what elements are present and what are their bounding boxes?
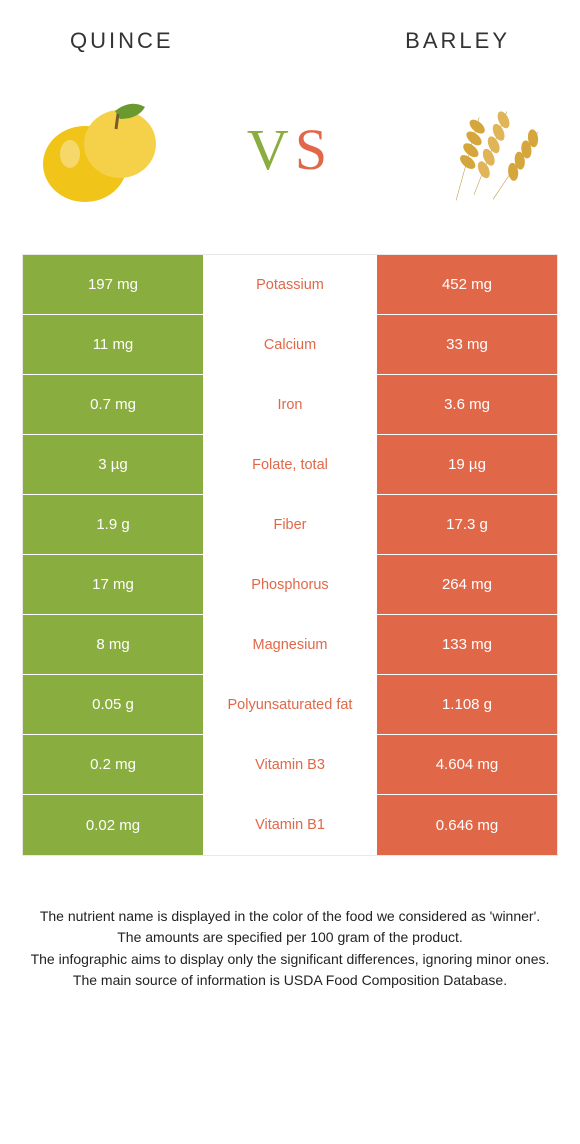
cell-right-value: 17.3 g: [377, 495, 557, 554]
cell-nutrient-name: Iron: [203, 375, 377, 434]
cell-nutrient-name: Fiber: [203, 495, 377, 554]
table-row: 0.05 gPolyunsaturated fat1.108 g: [23, 675, 557, 735]
cell-nutrient-name: Vitamin B3: [203, 735, 377, 794]
cell-nutrient-name: Magnesium: [203, 615, 377, 674]
table-row: 3 µgFolate, total19 µg: [23, 435, 557, 495]
cell-right-value: 264 mg: [377, 555, 557, 614]
cell-nutrient-name: Potassium: [203, 255, 377, 314]
cell-left-value: 0.02 mg: [23, 795, 203, 855]
table-row: 8 mgMagnesium133 mg: [23, 615, 557, 675]
cell-right-value: 452 mg: [377, 255, 557, 314]
table-row: 197 mgPotassium452 mg: [23, 255, 557, 315]
vs-v: V: [247, 117, 295, 182]
title-left: Quince: [70, 28, 174, 54]
cell-right-value: 19 µg: [377, 435, 557, 494]
cell-right-value: 133 mg: [377, 615, 557, 674]
title-right: Barley: [405, 28, 510, 54]
cell-nutrient-name: Polyunsaturated fat: [203, 675, 377, 734]
quince-icon: [20, 89, 180, 209]
header: Quince Barley: [0, 0, 580, 54]
cell-right-value: 0.646 mg: [377, 795, 557, 855]
table-row: 0.02 mgVitamin B10.646 mg: [23, 795, 557, 855]
cell-left-value: 3 µg: [23, 435, 203, 494]
cell-nutrient-name: Folate, total: [203, 435, 377, 494]
barley-image: [400, 89, 560, 209]
barley-icon: [400, 89, 560, 209]
cell-left-value: 0.7 mg: [23, 375, 203, 434]
cell-nutrient-name: Calcium: [203, 315, 377, 374]
cell-nutrient-name: Phosphorus: [203, 555, 377, 614]
cell-left-value: 0.05 g: [23, 675, 203, 734]
cell-left-value: 197 mg: [23, 255, 203, 314]
table-row: 0.2 mgVitamin B34.604 mg: [23, 735, 557, 795]
vs-label: VS: [247, 116, 333, 183]
cell-left-value: 0.2 mg: [23, 735, 203, 794]
hero: VS: [0, 54, 580, 254]
footnote-line-3: The infographic aims to display only the…: [28, 949, 552, 969]
table-row: 0.7 mgIron3.6 mg: [23, 375, 557, 435]
table-row: 1.9 gFiber17.3 g: [23, 495, 557, 555]
cell-right-value: 3.6 mg: [377, 375, 557, 434]
table-row: 11 mgCalcium33 mg: [23, 315, 557, 375]
vs-s: S: [295, 117, 333, 182]
footnote: The nutrient name is displayed in the co…: [28, 906, 552, 990]
cell-left-value: 1.9 g: [23, 495, 203, 554]
table-row: 17 mgPhosphorus264 mg: [23, 555, 557, 615]
quince-image: [20, 89, 180, 209]
footnote-line-4: The main source of information is USDA F…: [28, 970, 552, 990]
cell-left-value: 8 mg: [23, 615, 203, 674]
cell-left-value: 11 mg: [23, 315, 203, 374]
footnote-line-1: The nutrient name is displayed in the co…: [28, 906, 552, 926]
cell-right-value: 33 mg: [377, 315, 557, 374]
footnote-line-2: The amounts are specified per 100 gram o…: [28, 927, 552, 947]
cell-nutrient-name: Vitamin B1: [203, 795, 377, 855]
cell-right-value: 1.108 g: [377, 675, 557, 734]
cell-right-value: 4.604 mg: [377, 735, 557, 794]
cell-left-value: 17 mg: [23, 555, 203, 614]
nutrient-table: 197 mgPotassium452 mg11 mgCalcium33 mg0.…: [22, 254, 558, 856]
